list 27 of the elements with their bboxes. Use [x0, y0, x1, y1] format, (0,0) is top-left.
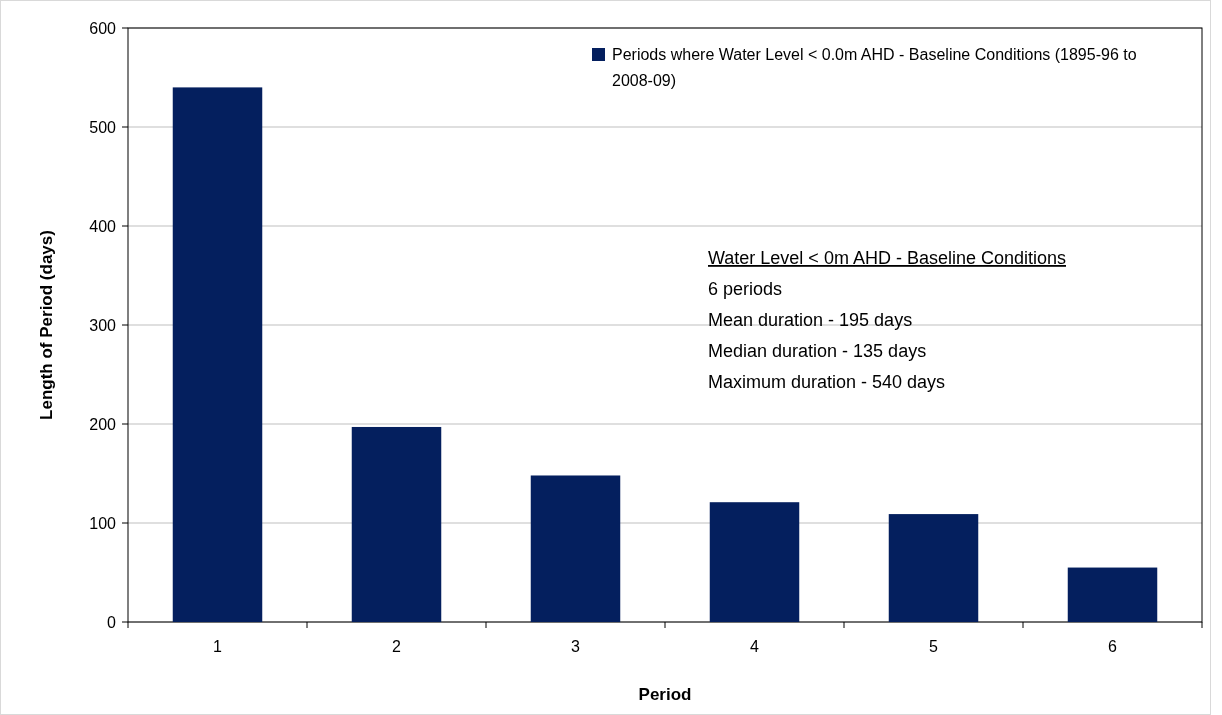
annotation: Maximum duration - 540 days — [708, 372, 946, 392]
annotation: 6 periods — [708, 279, 783, 299]
annotation: Water Level < 0m AHD - Baseline Conditions — [708, 248, 1066, 268]
y-tick-label: 600 — [89, 19, 117, 37]
annotation: Median duration - 135 days — [708, 341, 927, 361]
y-tick-label: 400 — [89, 217, 117, 235]
x-tick-label: 2 — [392, 638, 402, 655]
x-axis-title: Period — [638, 685, 692, 704]
x-tick-label: 3 — [571, 638, 581, 655]
bar — [1067, 567, 1158, 622]
bar — [709, 502, 800, 622]
y-tick-label: 100 — [89, 514, 117, 532]
x-tick-label: 4 — [750, 638, 760, 655]
bar — [351, 426, 442, 622]
annotation: Mean duration - 195 days — [708, 310, 913, 330]
y-tick-label: 0 — [107, 613, 117, 631]
y-tick-label: 500 — [89, 118, 117, 136]
bar — [172, 87, 263, 622]
x-tick-label: 6 — [1108, 638, 1118, 655]
y-axis-title: Length of Period (days) — [37, 230, 56, 420]
bar — [888, 514, 979, 622]
y-tick-label: 200 — [89, 415, 117, 433]
y-tick-label: 300 — [89, 316, 117, 334]
x-tick-label: 1 — [213, 638, 223, 655]
x-tick-label: 5 — [929, 638, 939, 655]
legend-label: Periods where Water Level < 0.0m AHD - Baseline Conditions (1895-96 to 2008-09) — [612, 46, 1137, 89]
bar — [530, 475, 621, 622]
